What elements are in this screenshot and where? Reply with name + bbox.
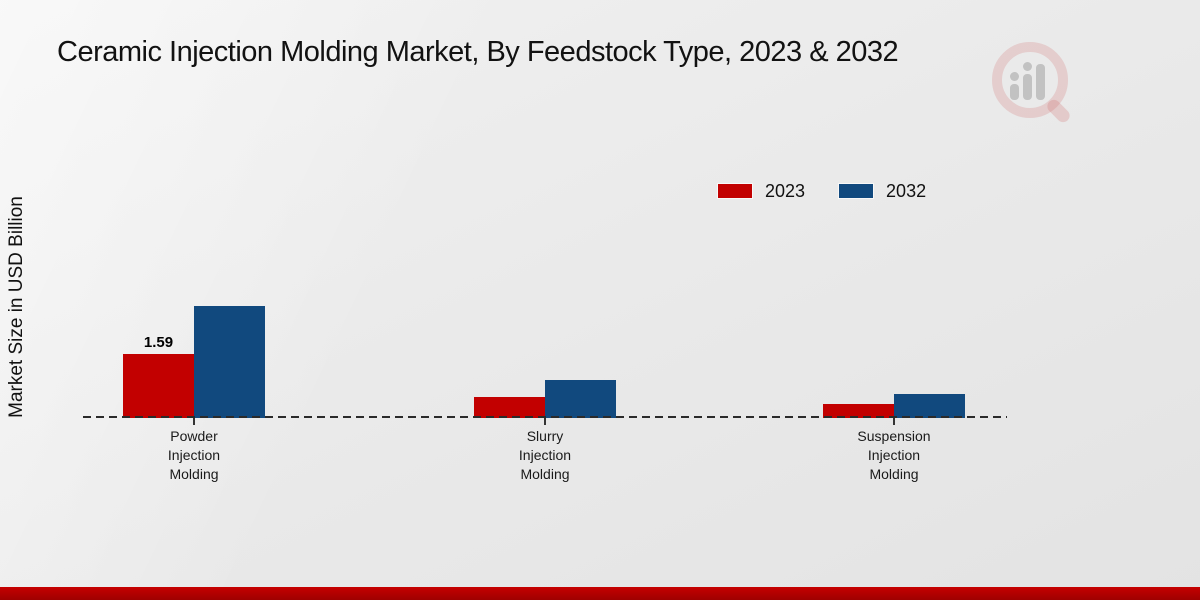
bar-2032-category-0 [194, 306, 265, 418]
magnifier-ring [992, 42, 1068, 118]
footer-accent-bar [0, 587, 1200, 600]
bar-2032-category-2 [894, 394, 965, 418]
y-axis-label: Market Size in USD Billion [6, 196, 27, 418]
category-label: Slurry Injection Molding [518, 428, 572, 482]
logo-dot [1010, 72, 1019, 81]
legend-swatch-2023 [718, 184, 752, 198]
x-axis-tick [893, 418, 895, 425]
page-title: Ceramic Injection Molding Market, By Fee… [57, 36, 899, 68]
legend-swatch-2032 [839, 184, 874, 198]
logo-bar [1036, 64, 1045, 100]
legend-item-2023: 2023 [718, 181, 805, 202]
category-label: Suspension Injection Molding [857, 428, 931, 482]
legend-label-2023: 2023 [765, 180, 806, 201]
bar-2023-category-1 [474, 397, 545, 418]
x-axis-tick [193, 418, 195, 425]
logo-bar [1010, 84, 1019, 100]
category-label: Powder Injection Molding [167, 428, 221, 482]
logo-dot [1023, 62, 1032, 71]
x-axis-tick [544, 418, 546, 425]
x-axis-baseline [83, 416, 1007, 418]
legend-item-2032: 2032 [839, 181, 926, 202]
bar-2032-category-1 [545, 380, 616, 418]
logo-bar [1023, 74, 1032, 100]
legend: 2023 2032 [718, 178, 926, 204]
value-label: 1.59 [143, 334, 174, 351]
magnifier-bar-chart-logo-icon [990, 42, 1100, 152]
bar-2023-category-2 [823, 404, 894, 418]
legend-label-2032: 2032 [886, 180, 927, 201]
bar-2023-category-0 [123, 354, 194, 418]
